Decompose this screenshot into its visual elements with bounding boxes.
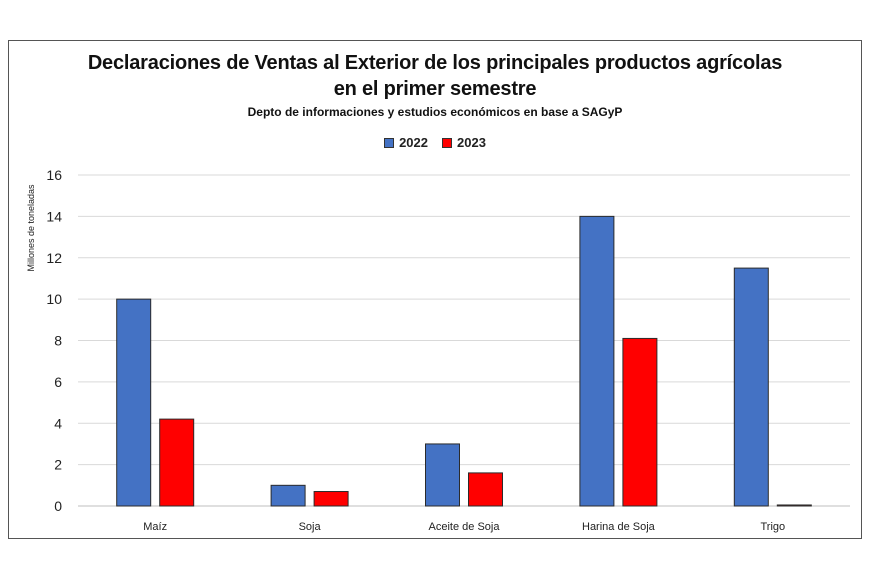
y-tick-label-12: 12 <box>46 250 62 266</box>
chart-subtitle: Depto de informaciones y estudios económ… <box>247 105 623 119</box>
bar-2022-2 <box>425 443 460 507</box>
legend-item-2023: 2023 <box>442 135 486 150</box>
y-tick-label-14: 14 <box>46 208 62 224</box>
legend-swatch-2023 <box>442 137 452 148</box>
chart-title: Declaraciones de Ventas al Exterior de l… <box>0 50 870 102</box>
bar-2023-2 <box>468 472 503 507</box>
bar-2022-1 <box>270 484 306 507</box>
y-tick-label-16: 16 <box>46 167 62 183</box>
bar-2022-0 <box>116 298 152 507</box>
y-tick-label-4: 4 <box>54 415 62 431</box>
legend-label-2022: 2022 <box>399 135 428 150</box>
x-tick-label-0: Maíz <box>143 521 167 533</box>
chart-title-line-1: Declaraciones de Ventas al Exterior de l… <box>87 52 783 74</box>
bar-2022-3 <box>579 215 615 507</box>
bar-2023-4 <box>776 504 812 507</box>
bar-2023-1 <box>313 491 349 507</box>
bar-2023-0 <box>159 418 195 507</box>
legend-item-2022: 2022 <box>384 135 428 150</box>
x-tick-label-4: Trigo <box>760 521 785 533</box>
y-tick-label-6: 6 <box>54 374 62 390</box>
y-tick-label-8: 8 <box>54 333 62 349</box>
chart-title-line-2: en el primer semestre <box>333 78 537 100</box>
y-axis-title: Millones de toneladas <box>26 184 36 272</box>
legend-label-2023: 2023 <box>457 135 486 150</box>
y-tick-label-2: 2 <box>54 457 62 473</box>
y-tick-label-0: 0 <box>54 498 62 514</box>
y-tick-label-10: 10 <box>46 291 62 307</box>
legend-swatch-2022 <box>384 137 395 148</box>
x-tick-label-3: Harina de Soja <box>582 521 656 533</box>
bar-2022-4 <box>733 267 769 507</box>
x-tick-label-2: Aceite de Soja <box>429 521 501 533</box>
x-tick-label-1: Soja <box>299 521 322 533</box>
legend: 2022 2023 <box>0 135 870 150</box>
bar-2023-3 <box>622 337 658 507</box>
